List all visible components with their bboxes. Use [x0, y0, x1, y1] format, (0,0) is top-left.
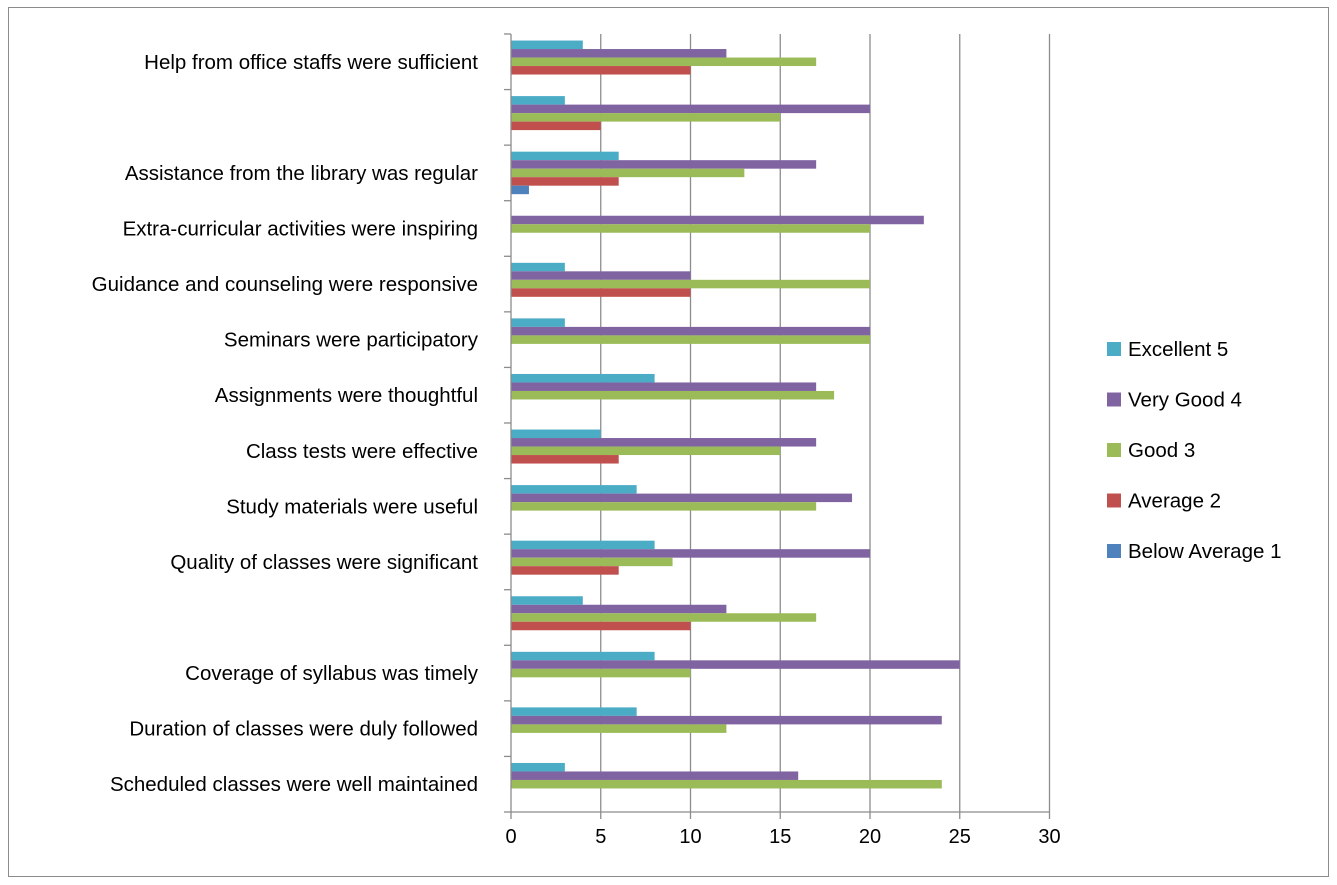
gridlines — [600, 34, 1051, 812]
bar-good-3 — [511, 613, 817, 622]
legend-swatch-average-2 — [1107, 493, 1121, 508]
x-tick-label: 30 — [1038, 826, 1060, 848]
bar-very-good-4 — [511, 493, 853, 503]
bar-very-good-4 — [511, 604, 727, 614]
bar-excellent-5 — [511, 40, 583, 50]
bar-very-good-4 — [511, 271, 691, 280]
x-tick-label: 5 — [595, 826, 606, 848]
bar-average-2 — [511, 566, 619, 575]
bar-very-good-4 — [511, 549, 870, 558]
bar-below-average-1 — [511, 185, 529, 195]
bar-good-3 — [511, 390, 835, 400]
bar-good-3 — [511, 168, 745, 178]
bar-excellent-5 — [511, 262, 565, 272]
bar-average-2 — [511, 288, 691, 297]
x-tick-label: 0 — [505, 826, 516, 848]
bar-average-2 — [511, 121, 601, 131]
bar-very-good-4 — [511, 660, 960, 669]
bars — [511, 40, 960, 789]
bar-average-2 — [511, 621, 691, 631]
x-tick-label: 10 — [679, 826, 701, 848]
bar-excellent-5 — [511, 540, 655, 550]
bar-average-2 — [511, 177, 619, 186]
category-label: Seminars were participatory — [224, 329, 479, 352]
bar-very-good-4 — [511, 104, 870, 114]
legend-swatch-excellent-5 — [1107, 342, 1121, 356]
bar-very-good-4 — [511, 715, 942, 725]
category-label: Help from office staffs were sufficient — [144, 51, 478, 74]
x-tick-label: 15 — [769, 826, 791, 848]
legend-label-very-good-4: Very Good 4 — [1128, 389, 1242, 412]
bar-excellent-5 — [511, 429, 601, 439]
legend-label-average-2: Average 2 — [1128, 490, 1221, 513]
bar-average-2 — [511, 455, 619, 464]
category-label: Duration of classes were duly followed — [129, 718, 478, 741]
x-tick-label: 20 — [859, 826, 881, 848]
bar-very-good-4 — [511, 326, 870, 336]
bar-good-3 — [511, 446, 781, 456]
bar-good-3 — [511, 57, 817, 67]
bar-very-good-4 — [511, 215, 924, 225]
axes — [504, 33, 1051, 819]
bar-excellent-5 — [511, 762, 565, 772]
legend-label-excellent-5: Excellent 5 — [1128, 338, 1228, 361]
legend: Excellent 5 Very Good 4 Good 3 Average 2 Bel… — [1107, 338, 1281, 563]
bar-very-good-4 — [511, 438, 817, 447]
bar-excellent-5 — [511, 151, 619, 161]
bar-excellent-5 — [511, 373, 655, 383]
bar-very-good-4 — [511, 771, 799, 780]
bar-good-3 — [511, 779, 942, 789]
category-label: Assignments were thoughtful — [215, 384, 478, 407]
bar-very-good-4 — [511, 382, 817, 391]
bar-good-3 — [511, 279, 870, 289]
bar-excellent-5 — [511, 651, 655, 661]
category-label: Quality of classes were significant — [170, 551, 478, 574]
bar-good-3 — [511, 668, 691, 678]
bar-good-3 — [511, 502, 817, 511]
bar-excellent-5 — [511, 318, 565, 327]
bar-good-3 — [511, 335, 870, 344]
category-label: Class tests were effective — [246, 440, 478, 463]
category-label: Assistance from the library was regular — [125, 162, 478, 185]
category-label: Scheduled classes were well maintained — [110, 773, 478, 796]
category-label: Study materials were useful — [226, 495, 478, 518]
x-tick-labels: 0 5 10 15 20 25 30 — [505, 826, 1060, 848]
bar-very-good-4 — [511, 49, 727, 58]
category-labels: Scheduled classes were well maintained Du… — [92, 51, 479, 796]
x-tick-label: 25 — [949, 826, 971, 848]
bar-excellent-5 — [511, 485, 637, 494]
bar-good-3 — [511, 724, 727, 733]
legend-swatch-below-average-1 — [1107, 544, 1121, 558]
bar-excellent-5 — [511, 707, 637, 716]
bar-good-3 — [511, 224, 870, 233]
legend-label-good-3: Good 3 — [1128, 439, 1195, 462]
bar-excellent-5 — [511, 96, 565, 105]
bar-excellent-5 — [511, 596, 583, 605]
bar-good-3 — [511, 557, 673, 567]
bar-average-2 — [511, 66, 691, 75]
category-label: Coverage of syllabus was timely — [185, 662, 479, 685]
bar-very-good-4 — [511, 160, 817, 169]
legend-swatch-very-good-4 — [1107, 392, 1121, 407]
category-label: Guidance and counseling were responsive — [92, 273, 478, 296]
legend-swatch-good-3 — [1107, 443, 1121, 457]
bar-good-3 — [511, 113, 781, 122]
legend-label-below-average-1: Below Average 1 — [1128, 540, 1281, 563]
category-label: Extra-curricular activities were inspiri… — [123, 218, 478, 241]
